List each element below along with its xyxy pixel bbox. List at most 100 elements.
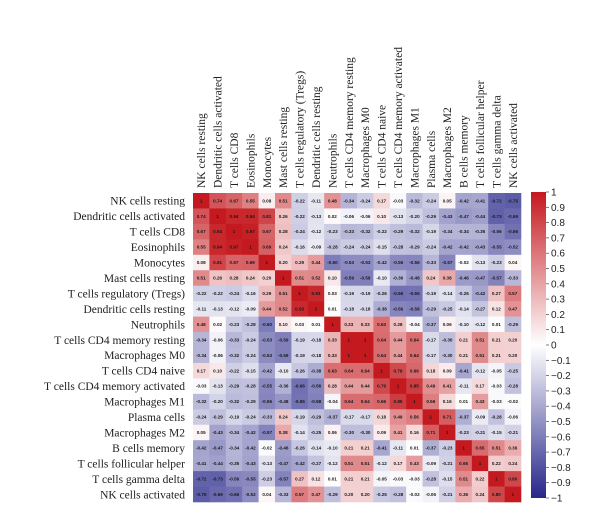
row-label: T cells CD4 naive (102, 366, 185, 378)
heatmap-cell (439, 208, 456, 225)
cell-value-label: -0.28 (508, 384, 519, 389)
cell-value-label: -0.10 (278, 368, 289, 373)
heatmap-cell (340, 208, 358, 225)
heatmap-cell (242, 362, 259, 379)
heatmap-cell (193, 471, 210, 487)
cell-value-label: 0.43 (410, 461, 419, 466)
cell-value-label: -0.58 (311, 399, 322, 404)
heatmap-cell (291, 393, 309, 410)
cell-value-label: -0.42 (458, 245, 469, 250)
cell-value-label: -0.12 (327, 461, 338, 466)
cell-value-label: -0.28 (491, 415, 502, 420)
cell-value-label: -0.06 (426, 492, 437, 497)
cell-value-label: 0.18 (426, 368, 435, 373)
heatmap-cell (357, 332, 374, 348)
cell-value-label: 0.02 (328, 214, 337, 219)
heatmap-cell (225, 239, 243, 256)
cell-value-label: 0.64 (410, 353, 419, 358)
cell-value-label: -0.46 (278, 446, 289, 451)
heatmap-cell (307, 424, 325, 441)
cell-value-label: -0.59 (360, 276, 371, 281)
heatmap-cell (422, 254, 440, 271)
row-label: Eosinophils (131, 242, 186, 254)
cell-value-label: 1 (233, 229, 236, 234)
heatmap-cell (439, 270, 456, 286)
cell-value-label: 0.33 (328, 337, 337, 342)
cell-value-label: -0.35 (229, 461, 240, 466)
cell-value-label: 1 (200, 198, 203, 203)
heatmap-cell (275, 455, 292, 472)
cell-value-label: 0.24 (508, 461, 517, 466)
cell-value-label: -0.53 (360, 260, 371, 265)
cell-value-label: 0.64 (344, 368, 353, 373)
cell-value-label: -0.29 (393, 229, 404, 234)
heatmap-cell (504, 362, 522, 379)
heatmap-cell (340, 270, 358, 286)
cell-value-label: 0.44 (394, 337, 403, 342)
heatmap-cell (225, 285, 243, 302)
heatmap-cell (357, 223, 374, 240)
cell-value-label: -0.34 (229, 446, 240, 451)
heatmap-cell (439, 409, 456, 426)
heatmap-cell (439, 378, 456, 395)
heatmap-cell (291, 409, 309, 426)
heatmap-cell (324, 409, 341, 426)
cell-value-label: -0.37 (327, 415, 338, 420)
heatmap-cell (504, 193, 522, 209)
cell-value-label: 0.20 (508, 337, 517, 342)
cell-value-label: 0.47 (508, 306, 517, 311)
heatmap-cell (225, 455, 243, 472)
heatmap-cell (373, 471, 391, 487)
cell-value-label: 0.47 (312, 492, 321, 497)
cell-value-label: -0.47 (458, 214, 469, 219)
heatmap-cell (324, 223, 341, 240)
heatmap-cell (422, 455, 440, 472)
cell-value-label: -0.41 (196, 461, 207, 466)
heatmap-cell (258, 285, 276, 302)
heatmap-cell (439, 223, 456, 240)
heatmap-cell (373, 332, 391, 348)
heatmap-cell (258, 486, 276, 503)
column-label: T cells CD8 (229, 132, 241, 188)
heatmap-cell (422, 347, 440, 364)
row-label: Neutrophils (131, 319, 186, 331)
heatmap-cell (422, 223, 440, 240)
colorbar-tick-label: 0.4 (551, 279, 565, 290)
cell-value-label: -0.11 (196, 306, 207, 311)
heatmap-cell (455, 393, 473, 410)
cell-value-label: -0.14 (311, 446, 322, 451)
heatmap-cell (357, 378, 374, 395)
heatmap-cell (258, 239, 276, 256)
heatmap-cell (389, 208, 407, 225)
heatmap-cell (291, 440, 309, 456)
cell-value-label: -0.23 (229, 322, 240, 327)
heatmap-cell (488, 254, 505, 271)
cell-value-label: -0.09 (245, 306, 256, 311)
heatmap-cell (225, 223, 243, 240)
cell-value-label: -0.42 (376, 260, 387, 265)
cell-value-label: -0.43 (442, 214, 453, 219)
cell-value-label: 0.28 (394, 322, 403, 327)
heatmap-cell (488, 378, 505, 395)
heatmap-cell (258, 440, 276, 456)
cell-value-label: -0.06 (212, 337, 223, 342)
cell-value-label: -0.28 (327, 245, 338, 250)
heatmap-cell (193, 362, 210, 379)
heatmap-cell (406, 316, 423, 333)
cell-value-label: -0.21 (442, 461, 453, 466)
cell-value-label: 0.44 (361, 384, 370, 389)
heatmap-cell (389, 254, 407, 271)
heatmap-cell (488, 301, 505, 317)
heatmap-cell (291, 378, 309, 395)
heatmap-cell (340, 362, 358, 379)
heatmap-cell (389, 332, 407, 348)
cell-value-label: -0.19 (294, 337, 305, 342)
heatmap-cell (373, 347, 391, 364)
cell-value-label: 0.33 (344, 322, 353, 327)
heatmap-cell (504, 316, 522, 333)
row-label: T cells CD8 (130, 227, 186, 239)
heatmap-cell (225, 208, 243, 225)
cell-value-label: -0.47 (475, 276, 486, 281)
heatmap-cell (291, 486, 309, 503)
cell-value-label: 0.20 (262, 276, 271, 281)
